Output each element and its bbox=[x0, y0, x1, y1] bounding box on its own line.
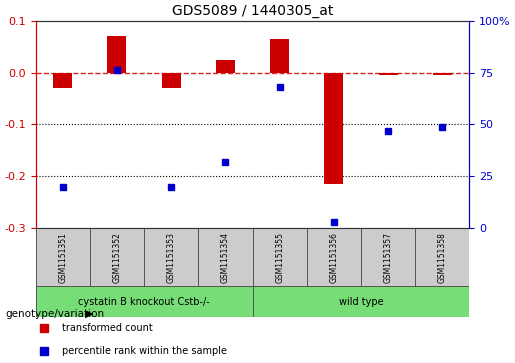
Text: GSM1151357: GSM1151357 bbox=[384, 232, 392, 283]
FancyBboxPatch shape bbox=[307, 228, 361, 286]
FancyBboxPatch shape bbox=[144, 228, 198, 286]
FancyBboxPatch shape bbox=[361, 228, 415, 286]
Text: cystatin B knockout Cstb-/-: cystatin B knockout Cstb-/- bbox=[78, 297, 210, 307]
Text: ▶: ▶ bbox=[85, 309, 94, 319]
FancyBboxPatch shape bbox=[252, 228, 307, 286]
Text: GSM1151352: GSM1151352 bbox=[112, 232, 122, 283]
Bar bbox=[53, 73, 72, 88]
Text: GSM1151355: GSM1151355 bbox=[275, 232, 284, 283]
Title: GDS5089 / 1440305_at: GDS5089 / 1440305_at bbox=[172, 4, 333, 18]
Bar bbox=[433, 73, 452, 75]
Bar bbox=[324, 73, 344, 184]
Bar bbox=[379, 73, 398, 75]
Bar bbox=[108, 36, 127, 73]
Text: GSM1151356: GSM1151356 bbox=[330, 232, 338, 283]
Text: genotype/variation: genotype/variation bbox=[5, 309, 104, 319]
FancyBboxPatch shape bbox=[415, 228, 470, 286]
Bar bbox=[270, 39, 289, 73]
Text: transformed count: transformed count bbox=[62, 323, 152, 333]
Text: GSM1151351: GSM1151351 bbox=[58, 232, 67, 283]
Bar bbox=[162, 73, 181, 88]
Text: GSM1151354: GSM1151354 bbox=[221, 232, 230, 283]
FancyBboxPatch shape bbox=[90, 228, 144, 286]
Bar bbox=[216, 60, 235, 73]
FancyBboxPatch shape bbox=[252, 286, 470, 317]
FancyBboxPatch shape bbox=[198, 228, 252, 286]
Text: GSM1151353: GSM1151353 bbox=[167, 232, 176, 283]
Text: percentile rank within the sample: percentile rank within the sample bbox=[62, 346, 227, 355]
Text: GSM1151358: GSM1151358 bbox=[438, 232, 447, 283]
Text: wild type: wild type bbox=[339, 297, 383, 307]
FancyBboxPatch shape bbox=[36, 286, 252, 317]
FancyBboxPatch shape bbox=[36, 228, 90, 286]
